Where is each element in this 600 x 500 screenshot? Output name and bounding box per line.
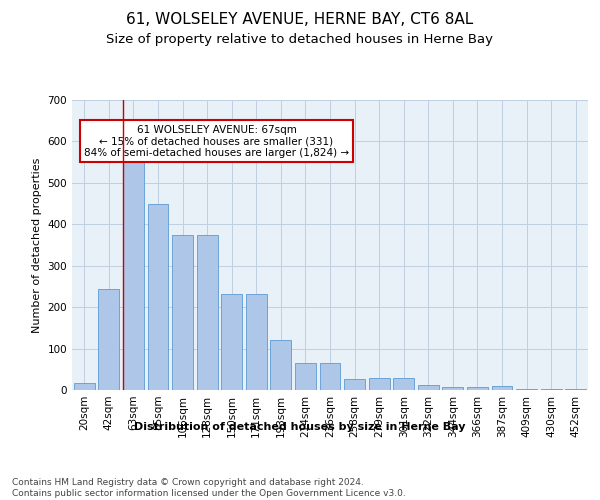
Bar — [123, 146, 144, 390]
Bar — [491, 386, 512, 390]
Bar — [320, 363, 340, 390]
Bar — [172, 235, 193, 390]
Bar — [541, 389, 562, 390]
Bar — [565, 389, 586, 390]
Bar — [442, 386, 463, 390]
Bar — [246, 294, 267, 390]
Bar — [467, 386, 488, 390]
Bar — [393, 378, 414, 390]
Bar — [197, 235, 218, 390]
Y-axis label: Number of detached properties: Number of detached properties — [32, 158, 42, 332]
Text: 61 WOLSELEY AVENUE: 67sqm
← 15% of detached houses are smaller (331)
84% of semi: 61 WOLSELEY AVENUE: 67sqm ← 15% of detac… — [84, 124, 349, 158]
Bar — [344, 379, 365, 390]
Bar — [221, 294, 242, 390]
Bar — [98, 290, 119, 390]
Bar — [148, 204, 169, 390]
Bar — [418, 385, 439, 390]
Text: Size of property relative to detached houses in Herne Bay: Size of property relative to detached ho… — [107, 32, 493, 46]
Bar — [271, 340, 292, 390]
Text: Distribution of detached houses by size in Herne Bay: Distribution of detached houses by size … — [134, 422, 466, 432]
Bar — [74, 384, 95, 390]
Bar — [516, 389, 537, 390]
Bar — [295, 363, 316, 390]
Bar — [368, 378, 389, 390]
Text: Contains HM Land Registry data © Crown copyright and database right 2024.
Contai: Contains HM Land Registry data © Crown c… — [12, 478, 406, 498]
Text: 61, WOLSELEY AVENUE, HERNE BAY, CT6 8AL: 61, WOLSELEY AVENUE, HERNE BAY, CT6 8AL — [127, 12, 473, 28]
